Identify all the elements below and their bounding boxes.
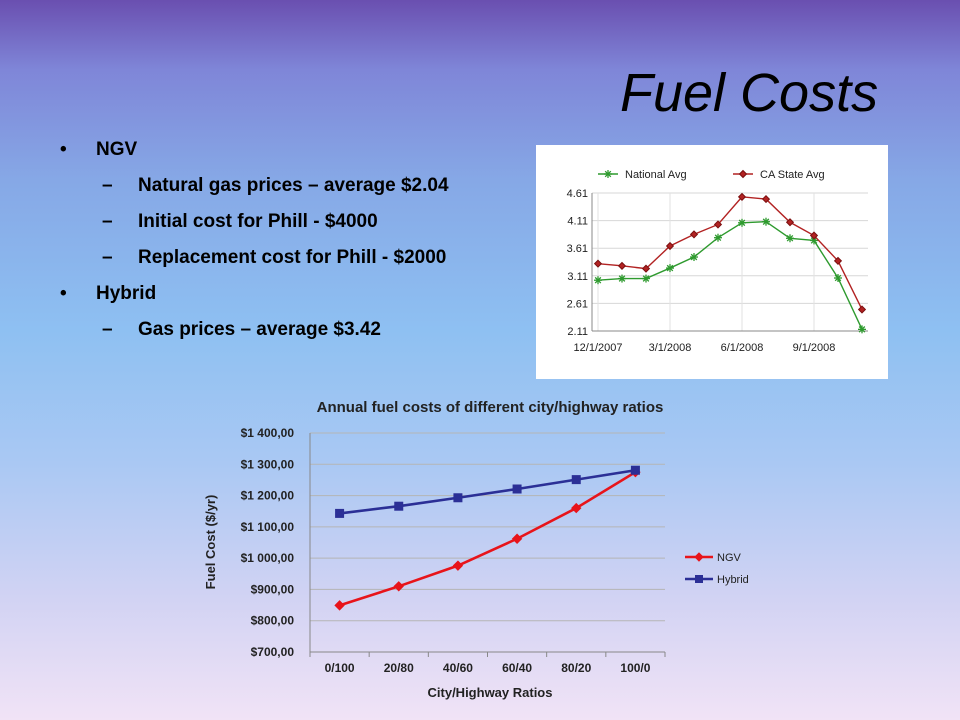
x-tick-label: 3/1/2008 xyxy=(649,342,692,354)
data-point-diamond xyxy=(857,305,867,314)
bullet-marker: • xyxy=(60,283,67,304)
y-tick-label: 3.11 xyxy=(567,271,588,283)
data-point-star xyxy=(762,217,770,226)
bullet-list: • NGV – Natural gas prices – average $2.04–… xyxy=(58,132,538,348)
x-tick-label: 6/1/2008 xyxy=(721,342,764,354)
bullet-text: Gas prices – average $3.42 xyxy=(138,319,381,340)
data-point-star xyxy=(690,253,698,262)
legend-label: CA State Avg xyxy=(760,169,825,181)
slide-title: Fuel Costs xyxy=(620,63,879,123)
y-tick-label: 2.61 xyxy=(567,298,588,310)
bullet-item: • Hybrid xyxy=(58,276,538,312)
legend-diamond-marker xyxy=(694,552,704,562)
y-tick-label: $1 200,00 xyxy=(241,489,295,503)
y-tick-label: $1 000,00 xyxy=(241,551,295,565)
data-point-diamond xyxy=(511,533,523,544)
data-point-diamond xyxy=(617,261,627,270)
data-point-square xyxy=(394,501,404,511)
y-axis-label: Fuel Cost ($/yr) xyxy=(203,495,218,590)
x-tick-label: 100/0 xyxy=(620,661,650,675)
x-tick-label: 9/1/2008 xyxy=(793,342,836,354)
data-point-diamond xyxy=(571,502,582,514)
data-point-star xyxy=(858,325,866,334)
x-tick-label: 60/40 xyxy=(502,661,532,675)
bullet-item: • NGV xyxy=(58,132,538,168)
data-point-diamond xyxy=(833,256,843,266)
y-tick-label: 2.11 xyxy=(567,326,588,338)
data-point-star xyxy=(594,276,602,285)
gas-price-history-svg: National Avg CA State Avg 4.61 4.11 3.61 3.11… xyxy=(567,169,868,354)
data-point-star xyxy=(666,264,674,273)
data-point-diamond xyxy=(785,218,795,227)
data-point-star xyxy=(642,274,650,283)
bullet-text: NGV xyxy=(96,139,138,160)
bullet-text: Initial cost for Phill - $4000 xyxy=(138,211,378,232)
data-point-square xyxy=(453,493,463,503)
sub-bullet-item: – Initial cost for Phill - $4000 xyxy=(58,204,538,240)
series-line-ca-state-avg xyxy=(597,196,863,310)
x-tick-label: 0/100 xyxy=(325,661,355,675)
gas-price-history-chart: National Avg CA State Avg 4.61 4.11 3.61 3.11… xyxy=(536,145,888,379)
bullet-text: Replacement cost for Phill - $2000 xyxy=(138,247,447,268)
x-tick-label: 40/60 xyxy=(443,661,473,675)
series-line-hybrid xyxy=(339,468,636,515)
dash-marker: – xyxy=(102,211,113,232)
bullet-text: Natural gas prices – average $2.04 xyxy=(138,175,449,196)
data-point-star xyxy=(738,218,746,227)
annual-fuel-cost-svg: Annual fuel costs of different city/high… xyxy=(203,399,749,700)
y-tick-label: 4.61 xyxy=(567,188,588,200)
sub-bullet-item: – Natural gas prices – average $2.04 xyxy=(58,168,538,204)
series-line-ngv xyxy=(339,470,637,607)
dash-marker: – xyxy=(102,175,113,196)
dash-marker: – xyxy=(102,319,113,340)
data-point-diamond xyxy=(737,192,747,201)
dash-marker: – xyxy=(102,247,113,268)
y-tick-label: $1 400,00 xyxy=(241,426,295,440)
data-point-square xyxy=(630,465,640,475)
data-point-star xyxy=(714,233,722,242)
data-point-star xyxy=(834,274,842,283)
data-point-diamond xyxy=(452,560,464,571)
y-tick-label: $900,00 xyxy=(251,582,295,596)
legend-label: NGV xyxy=(717,552,742,564)
annual-fuel-cost-chart: Annual fuel costs of different city/high… xyxy=(190,390,770,712)
data-point-star xyxy=(618,274,626,283)
data-point-square xyxy=(512,484,522,494)
data-point-diamond xyxy=(334,600,345,611)
data-point-diamond xyxy=(393,581,404,592)
legend-label: National Avg xyxy=(625,169,687,181)
y-tick-label: $800,00 xyxy=(251,614,295,628)
legend-square-marker xyxy=(695,575,703,583)
legend-star-marker xyxy=(604,170,612,178)
x-tick-label: 20/80 xyxy=(384,661,414,675)
sub-bullet-item: – Gas prices – average $3.42 xyxy=(58,312,538,348)
data-point-diamond xyxy=(761,194,771,204)
x-tick-label: 12/1/2007 xyxy=(574,342,623,354)
data-point-diamond xyxy=(665,241,675,251)
y-tick-label: 3.61 xyxy=(567,243,588,255)
chart-title: Annual fuel costs of different city/high… xyxy=(317,399,664,416)
y-tick-label: $1 300,00 xyxy=(241,457,295,471)
y-tick-label: $1 100,00 xyxy=(241,520,295,534)
y-tick-label: 4.11 xyxy=(567,216,588,228)
bullet-text: Hybrid xyxy=(96,283,157,304)
y-tick-label: $700,00 xyxy=(251,645,295,659)
data-point-diamond xyxy=(641,264,651,273)
data-point-star xyxy=(786,234,794,243)
data-point-diamond xyxy=(593,259,603,268)
data-point-square xyxy=(335,508,345,518)
legend-label: Hybrid xyxy=(717,574,749,586)
sub-bullet-item: – Replacement cost for Phill - $2000 xyxy=(58,240,538,276)
x-tick-label: 80/20 xyxy=(561,661,591,675)
data-point-square xyxy=(571,475,581,485)
data-point-diamond xyxy=(713,220,723,229)
data-point-diamond xyxy=(689,230,699,239)
x-axis-label: City/Highway Ratios xyxy=(428,685,553,700)
bullet-marker: • xyxy=(60,139,67,160)
data-point-diamond xyxy=(809,231,819,240)
legend-diamond-marker xyxy=(738,169,748,179)
